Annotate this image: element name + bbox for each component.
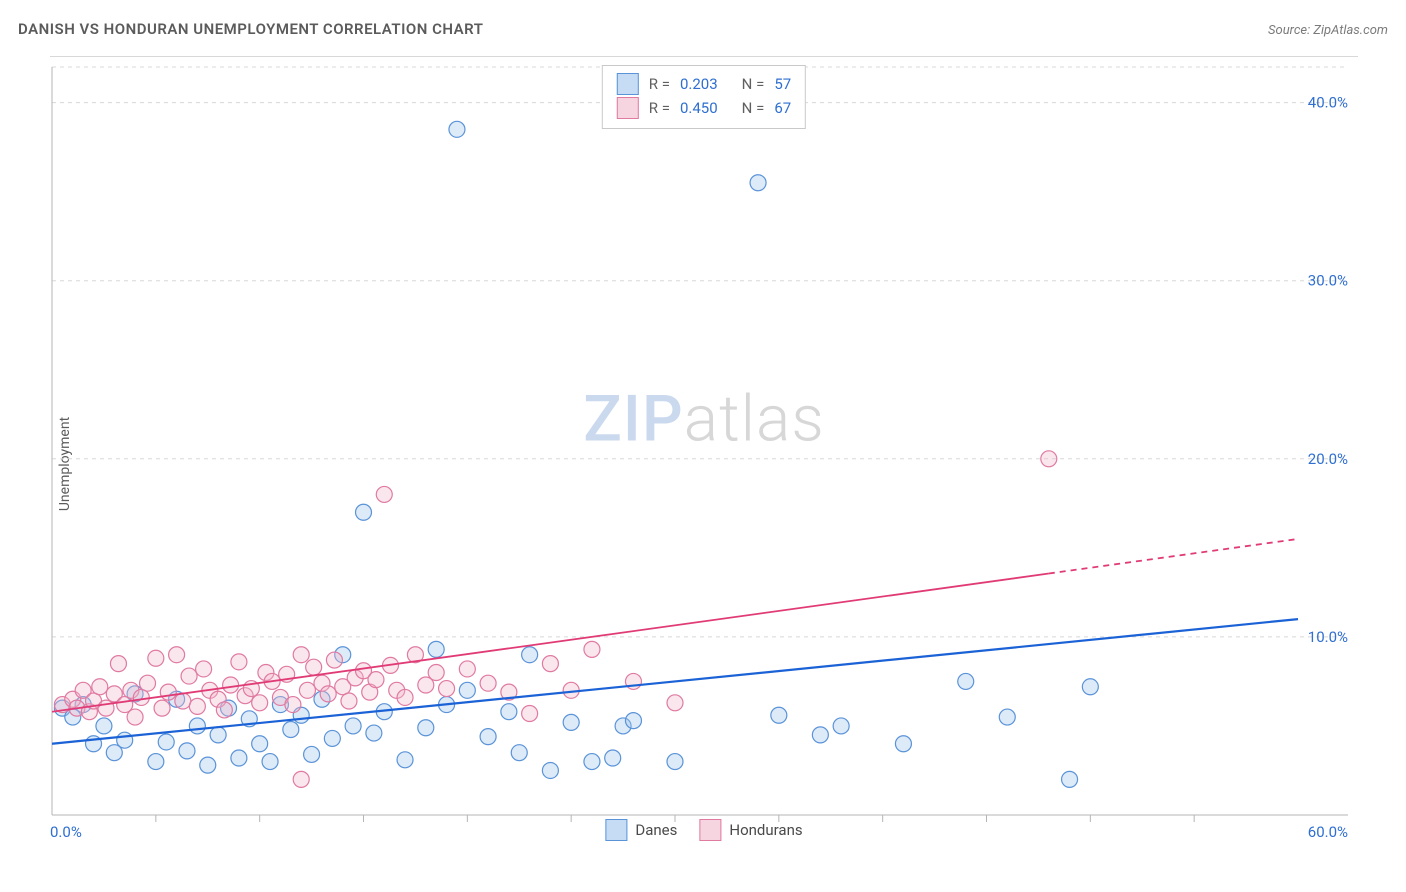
chart-svg: 10.0% 20.0% 30.0% 40.0% 0.0% 60.0% [50,57,1358,845]
svg-text:0.0%: 0.0% [50,823,82,841]
legend-series-item: Danes [605,819,677,841]
legend-correlation: R = 0.203 N = 57 R = 0.450 N = 67 [602,65,806,129]
chart-area: 10.0%20.0%30.0%40.0%0.0%60.0% ZIPatlas R… [50,56,1358,845]
legend-swatch [617,73,639,95]
svg-text:60.0%: 60.0% [1308,823,1348,841]
legend-r-label: R = [649,72,670,96]
legend-series-item: Hondurans [699,819,802,841]
svg-text:20.0%: 20.0% [1308,450,1348,468]
legend-n-value: 67 [774,96,791,120]
legend-series-label: Hondurans [729,821,802,839]
legend-n-value: 57 [774,72,791,96]
source-label: Source: ZipAtlas.com [1268,23,1388,38]
chart-title: DANISH VS HONDURAN UNEMPLOYMENT CORRELAT… [18,20,483,38]
legend-r-label: R = [649,96,670,120]
legend-swatch [699,819,721,841]
svg-text:30.0%: 30.0% [1308,272,1348,290]
svg-text:40.0%: 40.0% [1308,94,1348,112]
legend-series: Danes Hondurans [605,819,802,841]
legend-series-label: Danes [635,821,677,839]
legend-r-value: 0.450 [680,96,718,120]
legend-swatch [617,97,639,119]
legend-correlation-row: R = 0.450 N = 67 [617,96,791,120]
legend-n-label: N = [742,96,765,120]
legend-n-label: N = [742,72,765,96]
chart-header: DANISH VS HONDURAN UNEMPLOYMENT CORRELAT… [18,20,1388,38]
legend-r-value: 0.203 [680,72,718,96]
svg-text:10.0%: 10.0% [1308,628,1348,646]
legend-swatch [605,819,627,841]
legend-correlation-row: R = 0.203 N = 57 [617,72,791,96]
